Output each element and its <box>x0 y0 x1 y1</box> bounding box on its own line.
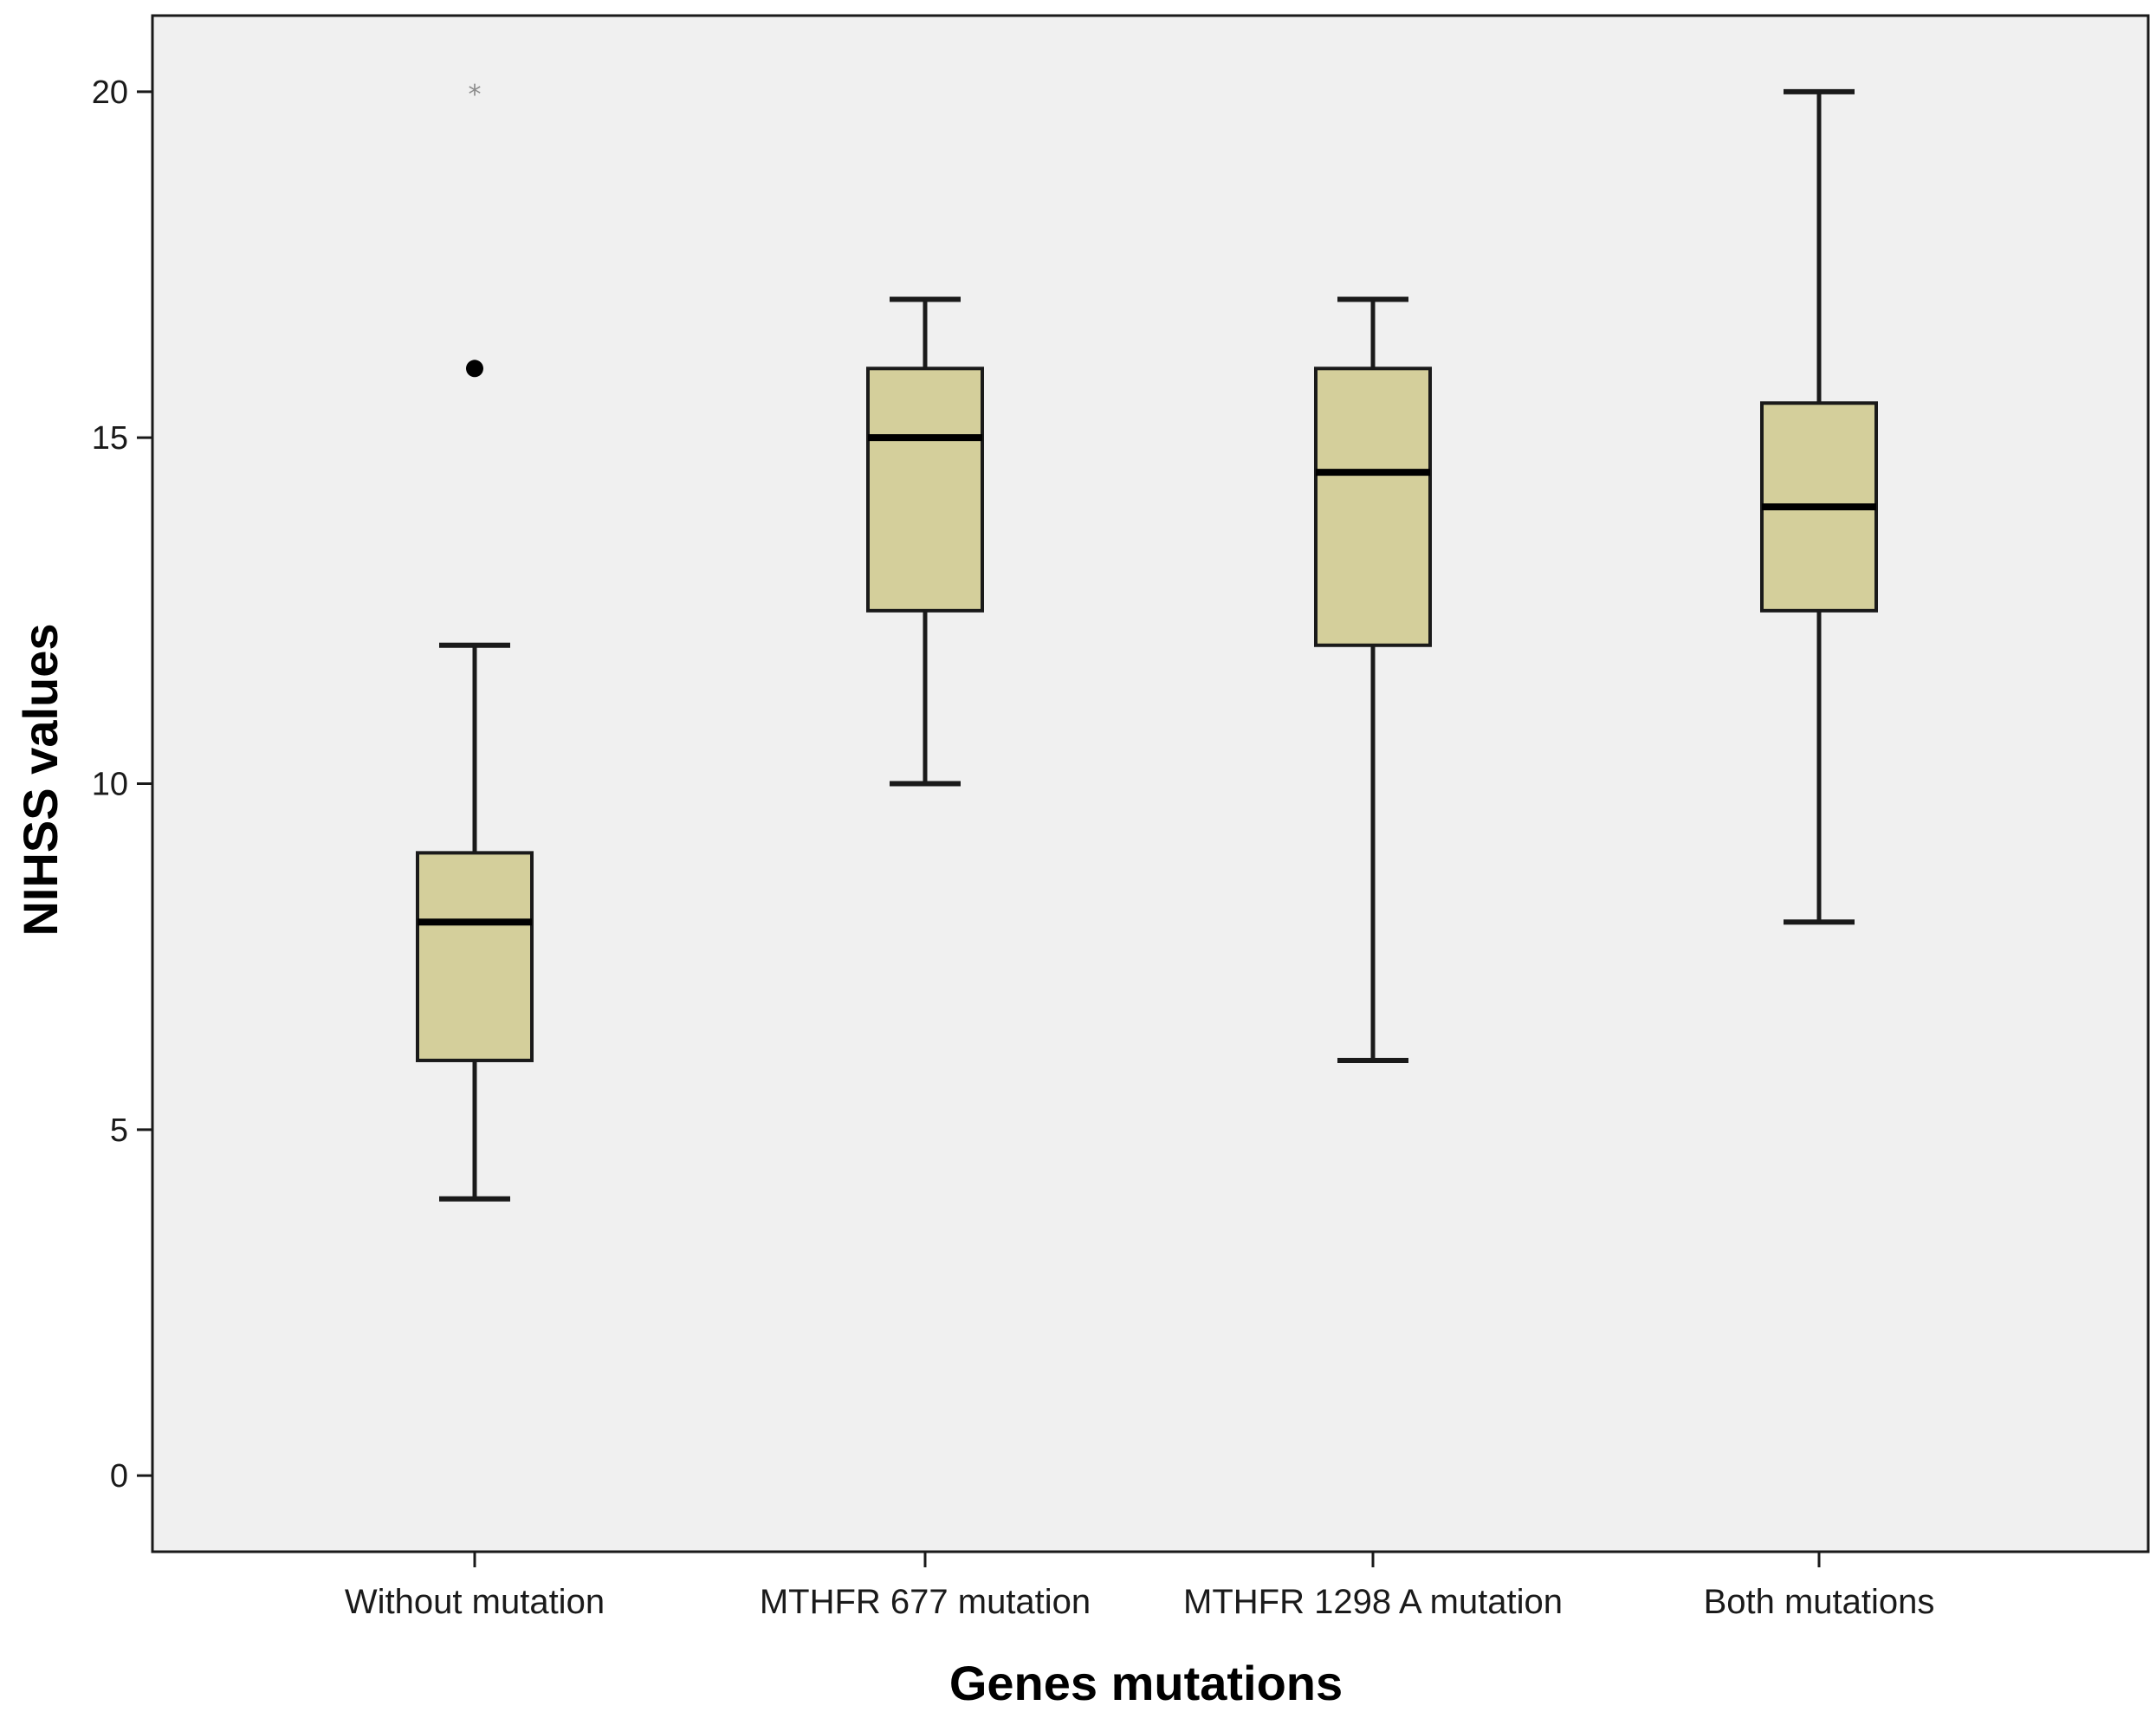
box-group: * <box>416 80 534 1202</box>
extreme-marker: * <box>469 80 482 110</box>
x-tick-label: MTHFR 677 mutation <box>760 1583 1091 1621</box>
iqr-box <box>1314 366 1432 647</box>
outlier-point <box>466 360 483 378</box>
x-tick-label: Both mutations <box>1704 1583 1935 1621</box>
iqr-box <box>866 366 984 613</box>
y-tick-label: 20 <box>92 75 128 111</box>
y-axis-title: NIHSS values <box>13 623 68 936</box>
box-group <box>1314 296 1432 1063</box>
y-axis: 0 5 10 15 20 <box>92 75 152 1495</box>
x-axis: Without mutation MTHFR 677 mutation MTHFR … <box>345 1552 1934 1621</box>
box-group <box>1760 88 1878 925</box>
iqr-box <box>416 851 534 1062</box>
y-tick-label: 10 <box>92 767 128 803</box>
x-tick-label: MTHFR 1298 A mutation <box>1183 1583 1563 1621</box>
y-tick-label: 5 <box>110 1112 128 1149</box>
y-tick-label: 15 <box>92 420 128 457</box>
x-axis-title: Genes mutations <box>949 1656 1343 1710</box>
box-group <box>866 296 984 787</box>
x-tick-label: Without mutation <box>345 1583 605 1621</box>
plot-area <box>151 14 2150 1553</box>
box-series: * <box>416 80 1878 1202</box>
y-tick-label: 0 <box>110 1458 128 1495</box>
